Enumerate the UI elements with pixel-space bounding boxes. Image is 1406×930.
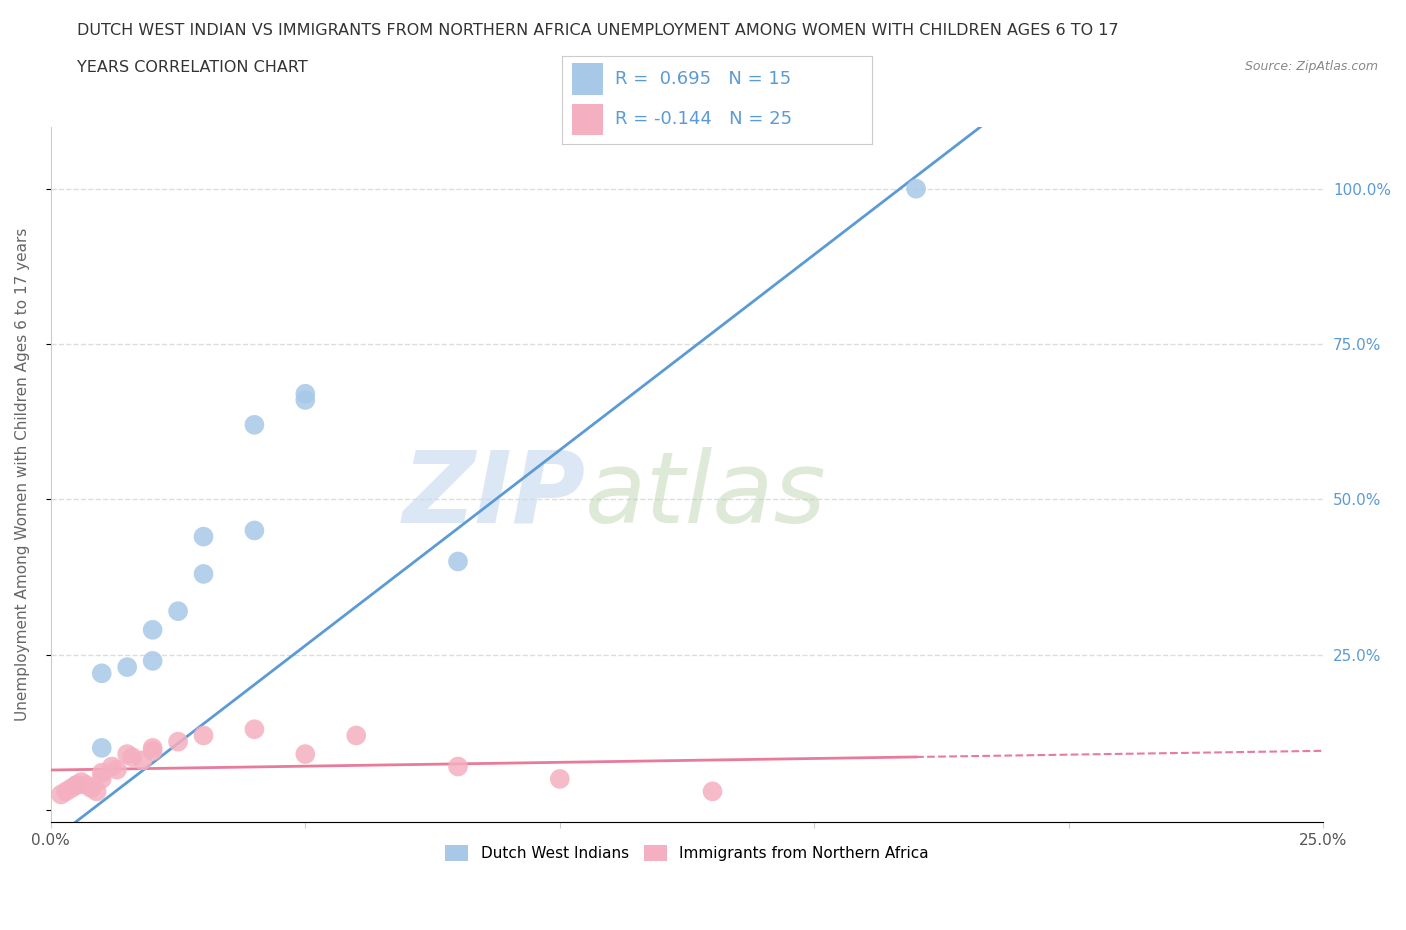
Point [142, 654, 165, 669]
Point [243, 523, 266, 538]
Point [86, 784, 108, 799]
Legend: Dutch West Indians, Immigrants from Northern Africa: Dutch West Indians, Immigrants from Nort… [439, 839, 935, 867]
Text: ZIP: ZIP [402, 447, 585, 544]
Point [294, 747, 316, 762]
Text: atlas: atlas [585, 447, 827, 544]
Point [193, 529, 215, 544]
Point [243, 418, 266, 432]
Text: YEARS CORRELATION CHART: YEARS CORRELATION CHART [77, 60, 308, 75]
Text: Source: ZipAtlas.com: Source: ZipAtlas.com [1244, 60, 1378, 73]
Point [131, 753, 153, 768]
Point [294, 386, 316, 401]
Point [142, 744, 165, 759]
Bar [572, 63, 603, 95]
Text: R = -0.144   N = 25: R = -0.144 N = 25 [614, 111, 792, 128]
Point [80, 781, 103, 796]
Point [90, 666, 112, 681]
Point [193, 566, 215, 581]
Point [142, 740, 165, 755]
Point [167, 604, 190, 618]
Point [447, 554, 470, 569]
Point [90, 772, 112, 787]
Point [167, 734, 190, 749]
Point [65, 777, 87, 792]
Point [55, 784, 77, 799]
Point [115, 747, 138, 762]
Point [548, 772, 571, 787]
Point [90, 740, 112, 755]
Point [65, 777, 87, 792]
Point [121, 750, 143, 764]
Point [75, 777, 97, 792]
Point [193, 728, 215, 743]
Point [90, 765, 112, 780]
Point [101, 759, 124, 774]
Text: R =  0.695   N = 15: R = 0.695 N = 15 [614, 70, 792, 87]
Point [702, 784, 724, 799]
Bar [572, 103, 603, 136]
Point [344, 728, 367, 743]
Point [115, 659, 138, 674]
Point [905, 181, 928, 196]
Point [60, 781, 83, 796]
Point [105, 763, 128, 777]
Point [49, 787, 72, 802]
Point [294, 392, 316, 407]
Point [243, 722, 266, 737]
Text: DUTCH WEST INDIAN VS IMMIGRANTS FROM NORTHERN AFRICA UNEMPLOYMENT AMONG WOMEN WI: DUTCH WEST INDIAN VS IMMIGRANTS FROM NOR… [77, 23, 1119, 38]
Y-axis label: Unemployment Among Women with Children Ages 6 to 17 years: Unemployment Among Women with Children A… [15, 228, 30, 721]
Point [70, 775, 93, 790]
Point [142, 622, 165, 637]
Point [447, 759, 470, 774]
